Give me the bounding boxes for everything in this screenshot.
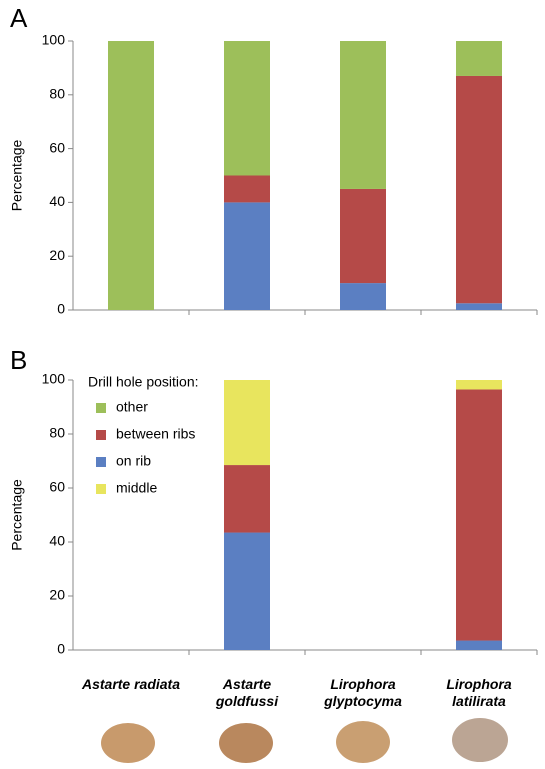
bar-segment [224, 175, 270, 203]
y-tick-label: 40 [49, 533, 65, 549]
bar-segment [456, 303, 502, 310]
y-tick-label: 80 [49, 86, 65, 102]
y-tick-label: 0 [57, 301, 65, 317]
y-tick-label: 60 [49, 139, 65, 155]
x-tick-label: Astarte radiata [81, 676, 181, 692]
bar-segment [456, 389, 502, 641]
legend-label: between ribs [116, 426, 195, 442]
bar-segment [456, 41, 502, 76]
shells [101, 718, 508, 763]
legend-label: other [116, 399, 148, 415]
bar-segment [224, 465, 270, 533]
panel-label: A [10, 3, 28, 33]
bar-segment [456, 640, 502, 650]
bar-segment [456, 380, 502, 390]
legend-title: Drill hole position: [88, 374, 199, 390]
y-tick-label: 60 [49, 479, 65, 495]
legend-swatch [96, 457, 106, 467]
y-tick-label: 80 [49, 425, 65, 441]
x-tick-label: Astarte goldfussi [215, 676, 279, 709]
bar-segment [340, 283, 386, 310]
bar-segment [456, 75, 502, 304]
bar-segment [224, 532, 270, 650]
bar-segment [340, 41, 386, 189]
y-tick-label: 20 [49, 587, 65, 603]
bar-segment [108, 41, 154, 310]
bar-segment [224, 380, 270, 466]
bar-segment [224, 41, 270, 176]
shell [336, 721, 390, 763]
y-tick-label: 100 [42, 371, 66, 387]
bar-segment [224, 202, 270, 310]
y-tick-label: 100 [42, 32, 66, 48]
y-axis-label: Percentage [9, 479, 25, 551]
y-axis-label: Percentage [9, 139, 25, 211]
legend-swatch [96, 403, 106, 413]
y-tick-label: 0 [57, 641, 65, 657]
panel-label: B [10, 345, 27, 375]
legend-swatch [96, 484, 106, 494]
shell [101, 723, 155, 763]
y-tick-label: 40 [49, 193, 65, 209]
x-tick-label: Lirophora glyptocyma [324, 676, 402, 709]
y-tick-label: 20 [49, 247, 65, 263]
legend-label: on rib [116, 453, 151, 469]
legend-label: middle [116, 480, 157, 496]
shell [219, 723, 273, 763]
shell [452, 718, 508, 762]
legend-swatch [96, 430, 106, 440]
bar-segment [340, 188, 386, 284]
x-tick-label: Lirophora latilirata [446, 676, 512, 709]
